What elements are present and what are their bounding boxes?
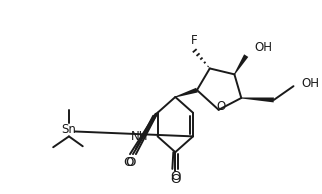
Text: O: O <box>170 170 181 183</box>
Text: Sn: Sn <box>62 123 76 136</box>
Text: O: O <box>125 156 135 169</box>
Text: O: O <box>216 100 225 113</box>
Text: NH: NH <box>131 130 149 143</box>
Polygon shape <box>241 98 274 102</box>
Text: O: O <box>170 173 181 186</box>
Polygon shape <box>175 88 198 97</box>
Text: F: F <box>191 34 197 47</box>
Polygon shape <box>234 54 248 75</box>
Text: OH: OH <box>301 77 319 90</box>
Text: OH: OH <box>254 41 272 54</box>
Text: O: O <box>123 156 133 169</box>
